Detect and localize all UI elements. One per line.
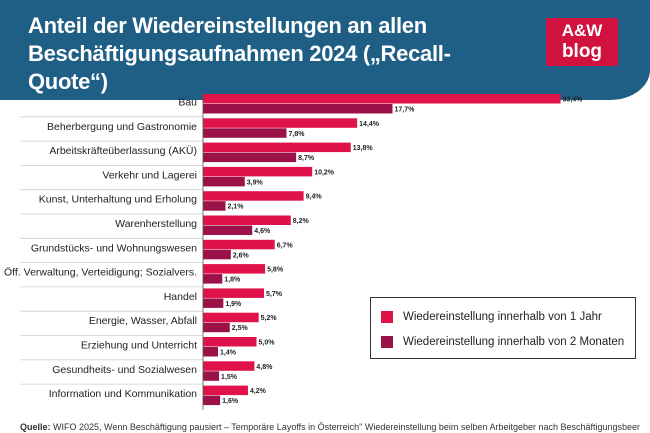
bar-1-jahr [203,94,561,104]
data-label: 7,8% [289,131,306,138]
data-label: 6,7% [277,242,294,249]
data-label: 1,9% [225,301,242,308]
header-banner [0,0,650,100]
data-label: 8,2% [293,218,310,225]
data-label: 5,8% [267,267,284,274]
data-label: 5,2% [261,315,278,322]
bar-1-jahr [203,166,313,177]
data-label: 3,9% [247,179,264,186]
logo-line-2: blog [561,41,603,62]
chart-title: Anteil der Wiedereinstellungen an allen … [28,12,508,96]
category-label: Handel [164,291,197,303]
bar-1-jahr [203,239,275,250]
bar-1-jahr [203,264,266,274]
bar-1-jahr [203,215,291,225]
data-label: 13,8% [353,145,374,152]
bar-1-jahr [203,191,304,201]
bar-2-monate [203,152,297,163]
bar-2-monate [203,176,245,187]
data-label: 17,7% [394,107,415,114]
legend: Wiedereinstellung innerhalb von 1 Jahr W… [370,297,636,359]
bar-2-monate [203,347,218,357]
category-label: Öff. Verwaltung, Verteidigung; Sozialver… [4,267,197,279]
source-label: Quelle: [20,422,51,432]
legend-swatch-2-monate [381,336,393,348]
source-note: Quelle: WIFO 2025, Wenn Beschäftigung pa… [20,422,640,432]
legend-item-2-monate: Wiedereinstellung innerhalb von 2 Monate… [381,334,624,350]
source-text: WIFO 2025, Wenn Beschäftigung pausiert –… [50,422,640,432]
bar-2-monate [203,225,253,235]
legend-item-1-jahr: Wiedereinstellung innerhalb von 1 Jahr [381,309,602,325]
title-line-1: Anteil der Wiedereinstellungen an allen [28,13,427,38]
data-label: 1,6% [222,398,239,405]
category-label: Energie, Wasser, Abfall [89,315,197,327]
category-label: Gesundheits- und Sozialwesen [52,364,197,376]
legend-label-1-jahr: Wiedereinstellung innerhalb von 1 Jahr [403,311,602,323]
category-label: Kunst, Unterhaltung und Erholung [39,194,197,206]
bar-2-monate [203,298,224,308]
bar-2-monate [203,128,287,138]
data-label: 9,4% [306,194,323,201]
category-label: Beherbergung und Gastronomie [47,121,197,133]
data-label: 33,4% [563,97,584,104]
logo-line-1: A&W [561,21,603,40]
category-label: Grundstücks- und Wohnungswesen [31,242,197,254]
bar-2-monate [203,274,223,284]
data-label: 2,6% [233,252,250,259]
data-label: 14,4% [359,121,380,128]
category-label: Information und Kommunikation [49,388,197,400]
bar-chart: Bau 33,4% 17,7% Beherbergung und Gastronomi… [0,90,650,420]
legend-label-2-monate: Wiedereinstellung innerhalb von 2 Monate… [403,336,625,348]
data-label: 1,8% [224,277,241,284]
aw-blog-logo: A&W blog [546,18,618,66]
bar-1-jahr [203,118,358,128]
bar-2-monate [203,322,230,333]
category-label: Arbeitskräfteüberlassung (AKÜ) [49,145,197,157]
bar-1-jahr [203,337,257,347]
data-label: 4,6% [254,228,271,235]
data-label: 4,8% [256,364,273,371]
bar-2-monate [203,395,221,406]
bar-2-monate [203,104,393,114]
bar-1-jahr [203,312,259,323]
bar-1-jahr [203,361,255,371]
bar-2-monate [203,371,220,381]
category-label: Erziehung und Unterricht [81,340,197,352]
bar-1-jahr [203,385,248,396]
data-label: 10,2% [314,169,335,176]
category-label: Bau [178,97,197,109]
data-label: 2,5% [232,325,249,332]
category-label: Warenherstellung [115,218,197,230]
data-label: 2,1% [227,204,244,211]
bar-chart-svg: Bau 33,4% 17,7% Beherbergung und Gastronomi… [4,92,584,410]
category-label: Verkehr und Lagerei [102,169,197,181]
data-label: 5,0% [259,340,276,347]
bar-2-monate [203,249,231,260]
legend-swatch-1-jahr [381,311,393,323]
data-label: 1,5% [221,374,238,381]
data-label: 8,7% [298,155,315,162]
bar-1-jahr [203,288,265,298]
bar-1-jahr [203,142,351,153]
title-line-2: Beschäftigungsaufnahmen 2024 („Recall-Qu… [28,41,451,94]
data-label: 1,4% [220,350,237,357]
data-label: 5,7% [266,291,283,298]
data-label: 4,2% [250,388,267,395]
bar-2-monate [203,201,226,211]
